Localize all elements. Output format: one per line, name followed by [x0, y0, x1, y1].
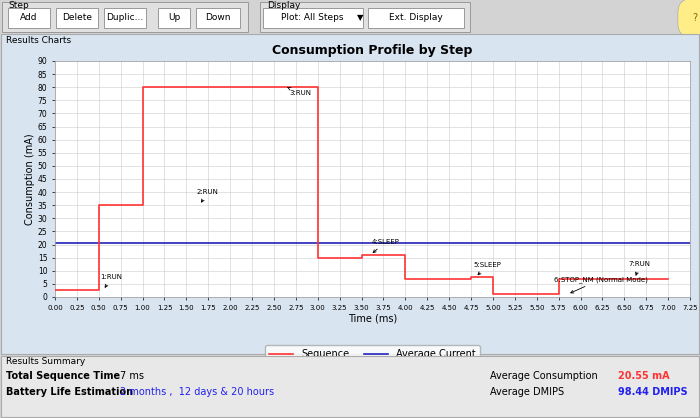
- Text: 20.55 mA: 20.55 mA: [618, 371, 670, 381]
- Text: 6:STOP_NM (Normal Mode): 6:STOP_NM (Normal Mode): [554, 276, 648, 293]
- FancyBboxPatch shape: [368, 8, 464, 28]
- Text: Battery Life Estimation: Battery Life Estimation: [6, 387, 133, 397]
- Y-axis label: Consumption (mA): Consumption (mA): [25, 133, 35, 225]
- Text: Down: Down: [205, 13, 231, 23]
- Text: 7 ms: 7 ms: [120, 371, 144, 381]
- Text: Duplic...: Duplic...: [106, 13, 144, 23]
- FancyBboxPatch shape: [104, 8, 146, 28]
- Text: 98.44 DMIPS: 98.44 DMIPS: [618, 387, 687, 397]
- Text: Ext. Display: Ext. Display: [389, 13, 443, 23]
- Text: 4:SLEEP: 4:SLEEP: [372, 239, 400, 252]
- Text: Average DMIPS: Average DMIPS: [490, 387, 564, 397]
- Text: Up: Up: [168, 13, 180, 23]
- Text: 3:RUN: 3:RUN: [288, 87, 312, 97]
- FancyBboxPatch shape: [56, 8, 98, 28]
- Text: Display: Display: [267, 1, 300, 10]
- Text: Average Consumption: Average Consumption: [490, 371, 598, 381]
- FancyBboxPatch shape: [1, 34, 699, 354]
- Text: 2 months ,  12 days & 20 hours: 2 months , 12 days & 20 hours: [120, 387, 274, 397]
- Legend: Sequence, Average Current: Sequence, Average Current: [265, 345, 480, 363]
- Text: 5:SLEEP: 5:SLEEP: [474, 262, 501, 275]
- X-axis label: Time (ms): Time (ms): [348, 314, 397, 324]
- Text: Delete: Delete: [62, 13, 92, 23]
- FancyBboxPatch shape: [8, 8, 50, 28]
- Text: ?: ?: [692, 13, 698, 23]
- Text: ▼: ▼: [357, 13, 363, 23]
- FancyBboxPatch shape: [196, 8, 240, 28]
- Text: Results Summary: Results Summary: [6, 357, 85, 366]
- FancyBboxPatch shape: [260, 2, 470, 32]
- FancyBboxPatch shape: [1, 356, 699, 417]
- Text: Results Charts: Results Charts: [6, 36, 71, 45]
- Text: Total Sequence Time: Total Sequence Time: [6, 371, 120, 381]
- Text: 1:RUN: 1:RUN: [101, 274, 122, 287]
- Text: 7:RUN: 7:RUN: [629, 261, 651, 275]
- FancyBboxPatch shape: [2, 2, 248, 32]
- FancyBboxPatch shape: [158, 8, 190, 28]
- FancyBboxPatch shape: [263, 8, 363, 28]
- Text: Step: Step: [8, 1, 29, 10]
- Text: 2:RUN: 2:RUN: [197, 189, 219, 202]
- Text: Add: Add: [20, 13, 38, 23]
- Title: Consumption Profile by Step: Consumption Profile by Step: [272, 44, 472, 57]
- Text: Plot: All Steps: Plot: All Steps: [281, 13, 343, 23]
